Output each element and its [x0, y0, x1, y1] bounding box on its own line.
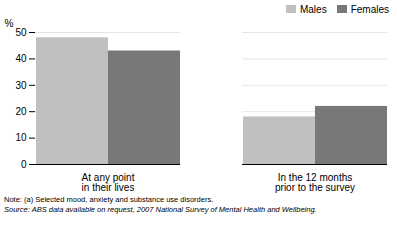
svg-text:At any pointin their lives: At any pointin their lives — [82, 172, 135, 193]
svg-text:%: % — [5, 18, 14, 29]
svg-text:20: 20 — [15, 106, 27, 117]
html-text:Females: Females — [350, 3, 389, 15]
svg-text:10: 10 — [15, 132, 27, 143]
svg-text:40: 40 — [15, 53, 27, 64]
svg-text:30: 30 — [15, 80, 27, 91]
html-text:Note: (a) Selected mood, anxie: Note: (a) Selected mood, anxiety and sub… — [4, 195, 214, 204]
svg-text:In the 12 monthsprior to the s: In the 12 monthsprior to the survey — [275, 172, 355, 193]
svg-text:0: 0 — [21, 159, 27, 170]
svg-text:50: 50 — [15, 27, 27, 38]
html-text:Males: Males — [300, 3, 327, 15]
html-text:Source: ABS data available on: Source: ABS data available on request, 2… — [4, 205, 317, 214]
